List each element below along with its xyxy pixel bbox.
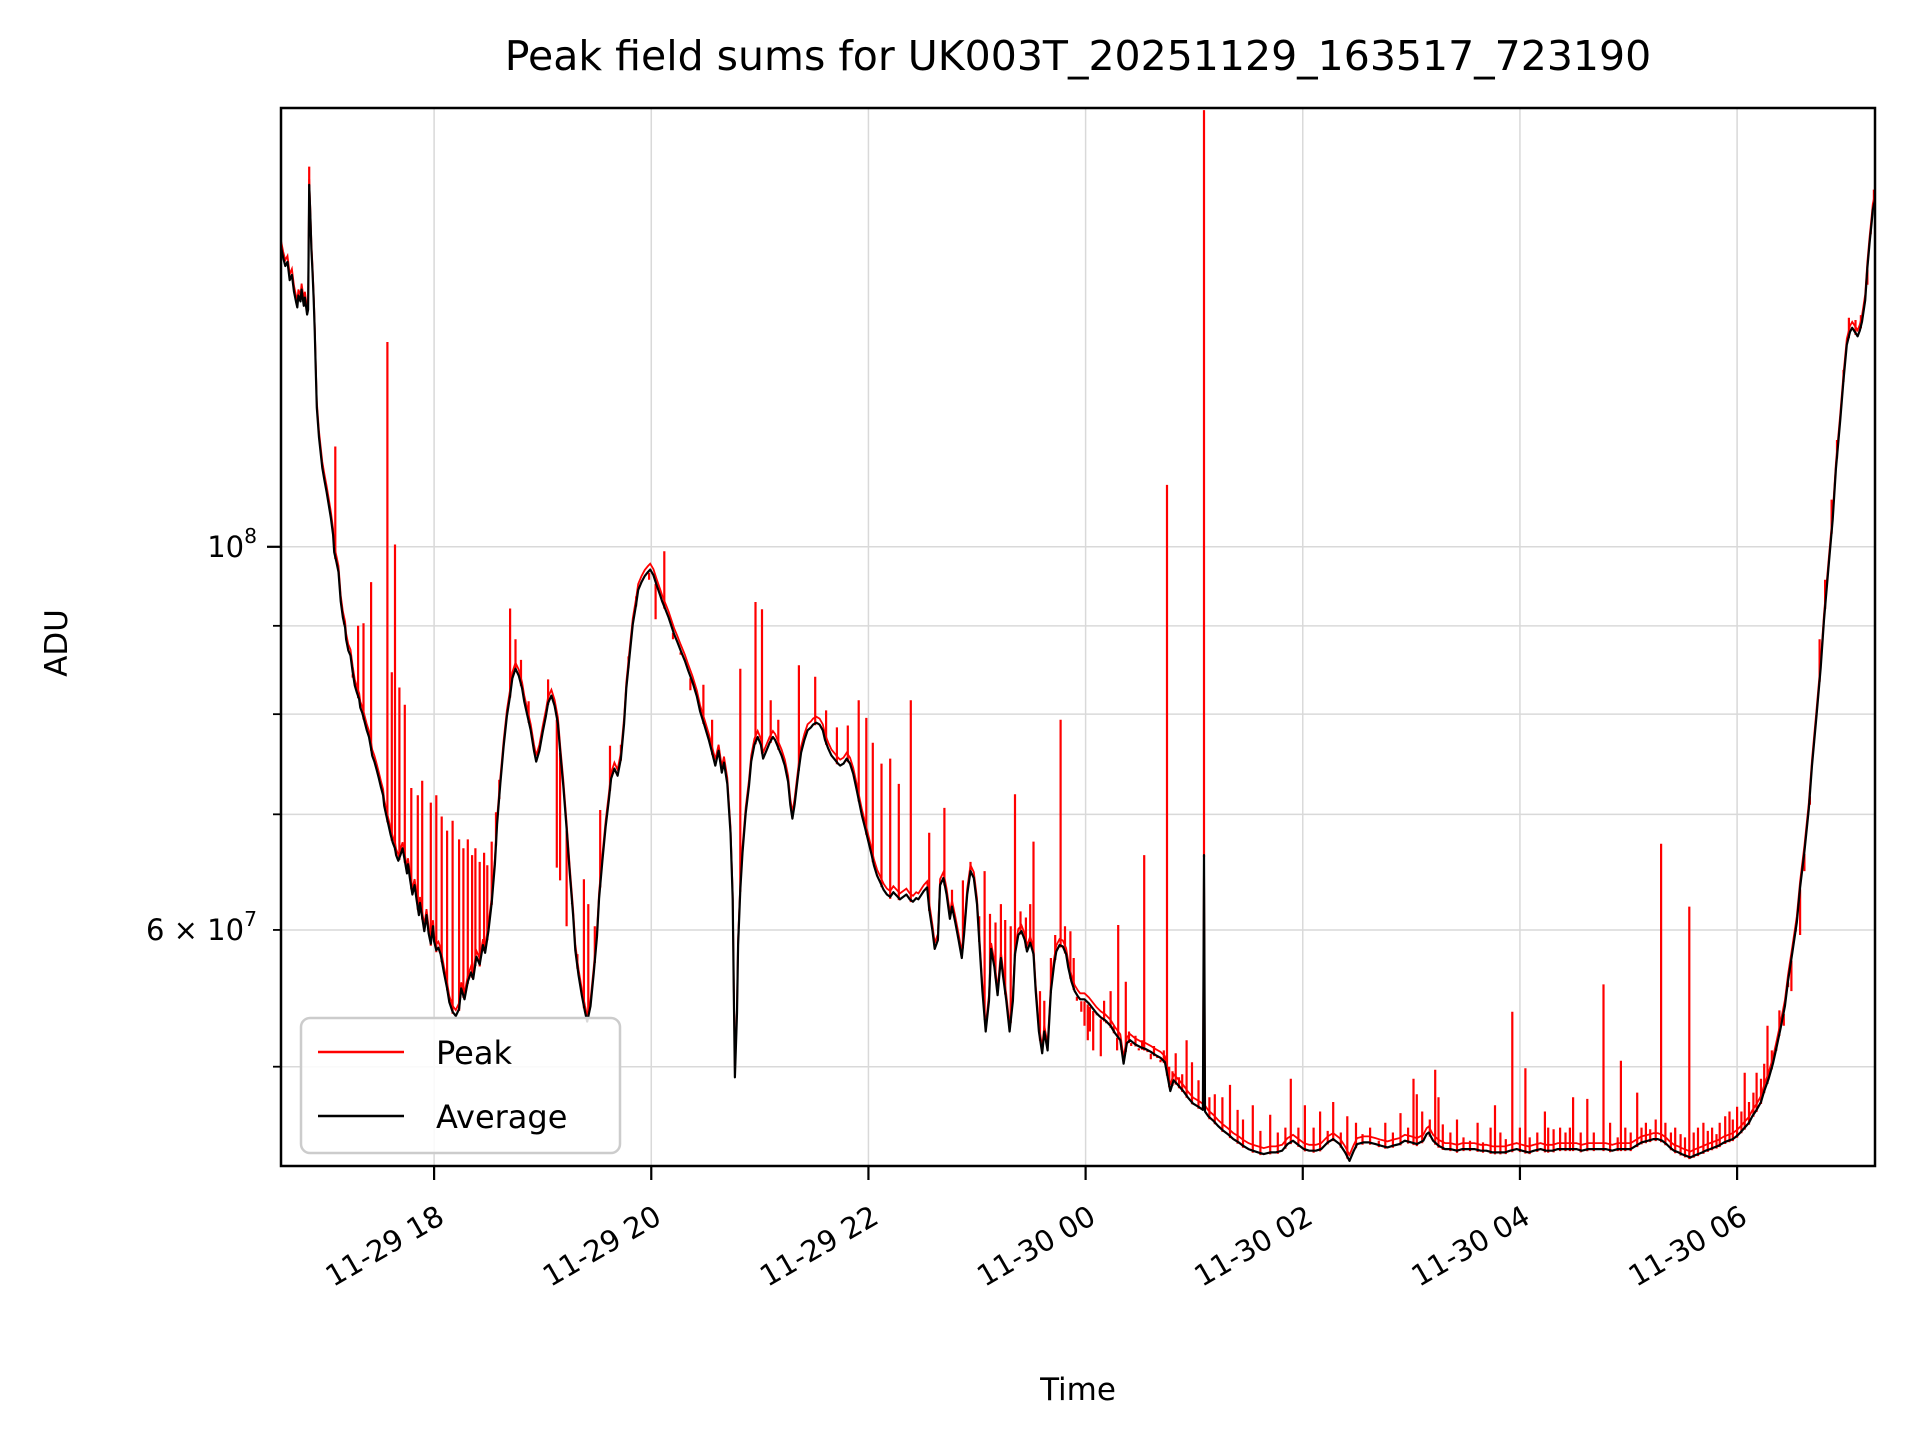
y-tick-label: 108: [207, 524, 257, 564]
x-tick-label: 11-29 20: [537, 1199, 667, 1294]
x-tick-label: 11-30 04: [1406, 1199, 1536, 1294]
x-tick-label: 11-30 00: [971, 1199, 1101, 1294]
legend-item-peak: Peak: [318, 1034, 512, 1072]
y-axis-label: ADU: [39, 609, 75, 677]
x-tick-label: 11-30 06: [1623, 1199, 1753, 1294]
legend-box: Peak Average: [299, 1016, 622, 1155]
data-series: [281, 110, 1875, 1162]
x-axis-label: Time: [1039, 1372, 1116, 1408]
x-tick-label: 11-29 22: [754, 1199, 884, 1294]
y-tick-label: 6 × 107: [146, 907, 257, 947]
x-tick-label: 11-29 18: [320, 1199, 450, 1294]
legend-peak-label: Peak: [436, 1034, 512, 1072]
grid-lines: [281, 108, 1875, 1166]
legend-item-average: Average: [318, 1098, 567, 1136]
x-tick-label: 11-30 02: [1188, 1199, 1318, 1294]
chart-title: Peak field sums for UK003T_20251129_1635…: [505, 32, 1651, 80]
legend-average-label: Average: [436, 1098, 567, 1136]
axes-frame: [279, 106, 1877, 1168]
